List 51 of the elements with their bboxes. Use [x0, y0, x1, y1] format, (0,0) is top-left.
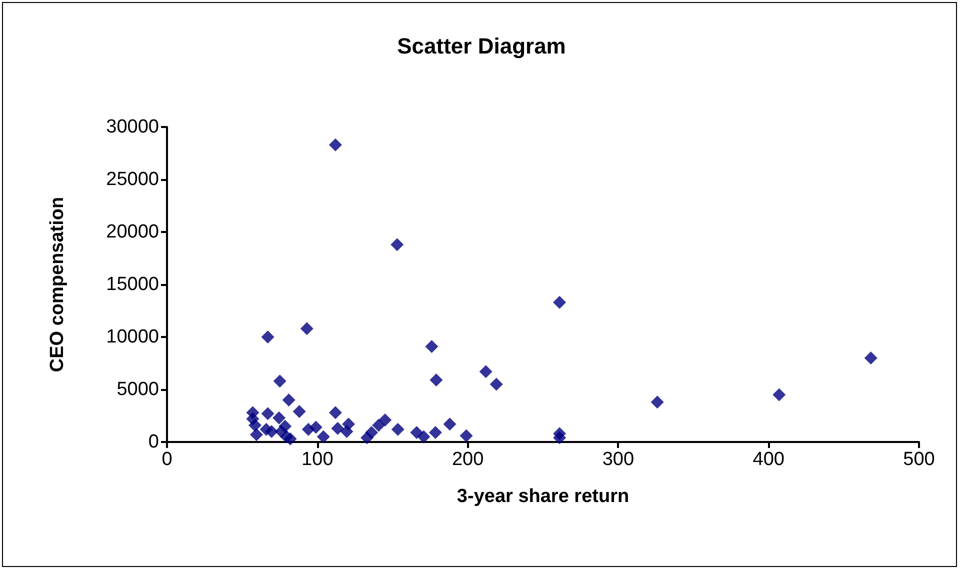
- point: [650, 396, 664, 409]
- y-tick-label: 30000: [106, 116, 159, 138]
- point: [553, 296, 566, 309]
- y-tick-label: 20000: [106, 222, 159, 242]
- point: [479, 365, 492, 378]
- point: [553, 431, 566, 444]
- point: [391, 422, 404, 436]
- x-tick-label: 100: [302, 449, 334, 470]
- chart-title: Scatter Diagram: [397, 34, 566, 58]
- point: [390, 238, 404, 252]
- point: [443, 418, 456, 431]
- y-tick-label: 25000: [106, 169, 159, 190]
- point: [417, 430, 430, 444]
- x-axis-title: 3-year share return: [456, 486, 630, 507]
- x-tick-label: 500: [903, 449, 935, 470]
- point: [331, 422, 344, 435]
- point: [282, 394, 296, 406]
- y-tick-label: 0: [148, 432, 159, 452]
- point: [430, 374, 443, 387]
- point: [490, 378, 503, 391]
- point: [772, 388, 786, 402]
- point: [328, 138, 342, 152]
- point: [372, 418, 386, 432]
- point: [272, 411, 286, 424]
- point: [292, 405, 306, 418]
- point: [316, 430, 330, 444]
- point: [300, 322, 314, 336]
- point: [250, 428, 263, 442]
- point: [328, 406, 342, 420]
- y-tick-label: 15000: [106, 274, 159, 295]
- point: [309, 420, 322, 434]
- point: [378, 413, 392, 426]
- point: [248, 418, 262, 432]
- x-tick-label: 0: [162, 449, 172, 470]
- point: [261, 330, 274, 344]
- point: [864, 352, 878, 364]
- point: [425, 340, 438, 353]
- point: [340, 425, 354, 438]
- point: [284, 432, 297, 446]
- point: [261, 407, 274, 420]
- point: [365, 426, 378, 440]
- y-axis-title: CEO compensation: [47, 196, 68, 372]
- point: [265, 425, 278, 438]
- y-tick-label: 10000: [106, 326, 159, 348]
- point: [273, 374, 286, 388]
- y-tick-label: 5000: [116, 379, 159, 400]
- x-tick-label: 200: [452, 449, 484, 470]
- x-tick-label: 400: [752, 449, 784, 470]
- x-tick-label: 300: [602, 449, 634, 470]
- point: [428, 426, 442, 440]
- point: [460, 429, 473, 442]
